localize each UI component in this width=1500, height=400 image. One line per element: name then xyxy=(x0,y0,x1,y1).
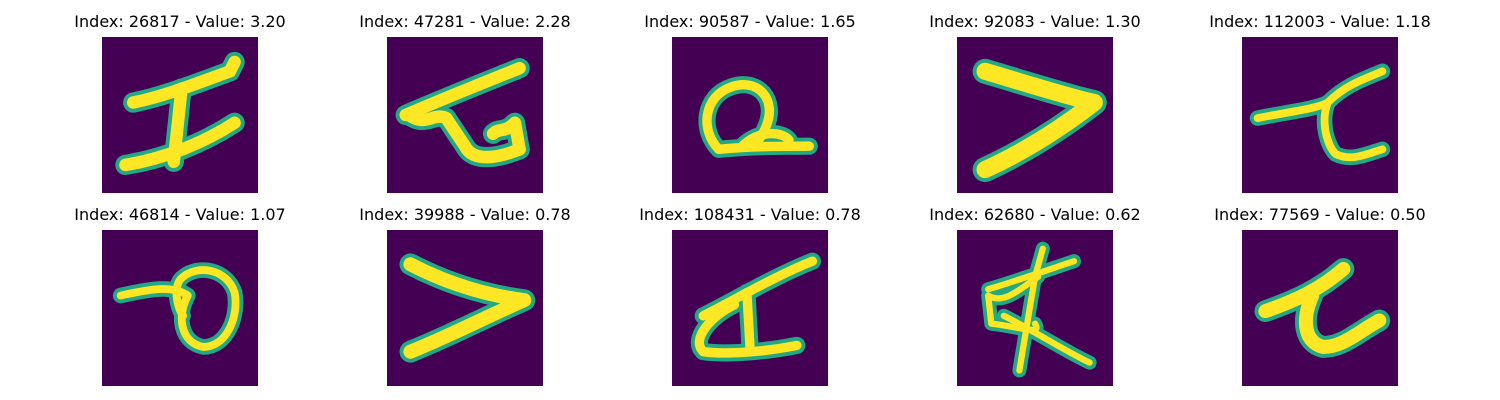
handwritten-glyph-image xyxy=(102,230,258,386)
handwritten-glyph-image xyxy=(387,37,543,193)
image-panel-8: Index: 108431 - Value: 0.78 xyxy=(590,205,910,390)
image-panel-2: Index: 47281 - Value: 2.28 xyxy=(305,12,625,197)
panel-title: Index: 26817 - Value: 3.20 xyxy=(74,12,286,31)
handwritten-glyph-image xyxy=(1242,37,1398,193)
image-panel-1: Index: 26817 - Value: 3.20 xyxy=(20,12,340,197)
image-panel-3: Index: 90587 - Value: 1.65 xyxy=(590,12,910,197)
image-panel-5: Index: 112003 - Value: 1.18 xyxy=(1160,12,1480,197)
panel-title: Index: 92083 - Value: 1.30 xyxy=(929,12,1141,31)
image-panel-7: Index: 39988 - Value: 0.78 xyxy=(305,205,625,390)
image-panel-10: Index: 77569 - Value: 0.50 xyxy=(1160,205,1480,390)
handwritten-glyph-image xyxy=(1242,230,1398,386)
handwritten-glyph-image xyxy=(957,37,1113,193)
image-panel-6: Index: 46814 - Value: 1.07 xyxy=(20,205,340,390)
handwritten-glyph-image xyxy=(672,230,828,386)
panel-title: Index: 62680 - Value: 0.62 xyxy=(929,205,1141,224)
panel-title: Index: 77569 - Value: 0.50 xyxy=(1214,205,1426,224)
handwritten-glyph-image xyxy=(672,37,828,193)
panel-title: Index: 46814 - Value: 1.07 xyxy=(74,205,286,224)
panel-title: Index: 112003 - Value: 1.18 xyxy=(1209,12,1431,31)
panel-title: Index: 47281 - Value: 2.28 xyxy=(359,12,571,31)
panel-title: Index: 108431 - Value: 0.78 xyxy=(639,205,861,224)
panel-title: Index: 90587 - Value: 1.65 xyxy=(644,12,856,31)
handwritten-glyph-image xyxy=(387,230,543,386)
image-panel-4: Index: 92083 - Value: 1.30 xyxy=(875,12,1195,197)
panel-title: Index: 39988 - Value: 0.78 xyxy=(359,205,571,224)
image-panel-9: Index: 62680 - Value: 0.62 xyxy=(875,205,1195,390)
handwritten-glyph-image xyxy=(102,37,258,193)
handwritten-glyph-image xyxy=(957,230,1113,386)
